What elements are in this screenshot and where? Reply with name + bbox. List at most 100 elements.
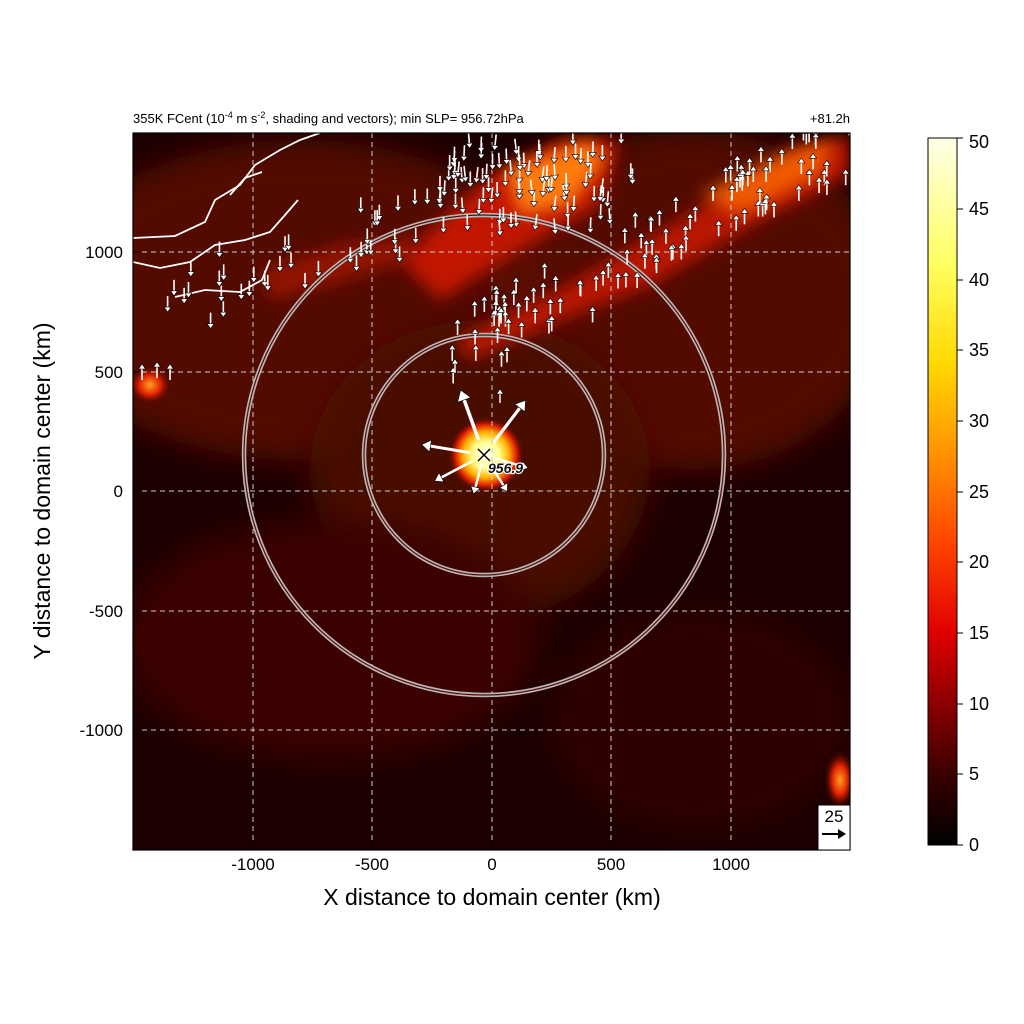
wind-vector-head (788, 133, 797, 139)
wind-vector-head (620, 226, 629, 233)
wind-vector-head (363, 239, 372, 245)
wind-vector-head (605, 218, 614, 225)
wind-vector-head (733, 154, 742, 161)
wind-vector-head (366, 249, 375, 256)
wind-vector-head (184, 292, 193, 299)
wind-vector-head (661, 227, 671, 234)
wind-vector-head (470, 300, 479, 306)
wind-vector-head (498, 482, 508, 492)
wind-vector-head (769, 200, 779, 207)
wind-vector (452, 150, 456, 163)
wind-vector-head (599, 269, 608, 275)
wind-vector-head (391, 248, 400, 255)
wind-vector-head (506, 170, 516, 177)
wind-vector (538, 143, 541, 155)
y-tick-label: 1000 (85, 243, 123, 262)
wind-vector-head (681, 234, 691, 241)
wind-vector-head (346, 257, 355, 264)
wind-vector-head (550, 157, 559, 164)
wind-vector-head (451, 203, 460, 210)
wind-vector-head (586, 227, 595, 234)
wind-vector-head (390, 239, 399, 246)
wind-vector-head (357, 252, 366, 259)
min-slp-label: 956.9 (488, 460, 523, 476)
wind-vector-head (514, 399, 526, 413)
wind-vector-head (180, 298, 189, 305)
wind-vector-head (648, 238, 657, 244)
wind-vector (492, 407, 522, 444)
wind-vector-head (471, 344, 480, 351)
wind-vector-head (560, 195, 569, 202)
wind-vector-head (589, 196, 599, 203)
wind-vector-head (540, 262, 549, 268)
wind-vector-head (598, 155, 607, 162)
wind-vector-head (732, 214, 741, 221)
wind-vector-head (445, 165, 454, 172)
chart-title: 355K FCent (10-4 m s-2, shading and vect… (133, 110, 525, 126)
wind-vector (606, 191, 610, 203)
y-tick-label: -500 (89, 602, 123, 621)
wind-vector-head (245, 291, 254, 298)
wind-vector-head (411, 238, 420, 245)
colorbar-label: 45 (969, 199, 989, 219)
wind-vector-head (217, 296, 226, 303)
wind-vector (440, 459, 474, 479)
wind-vector (514, 211, 517, 223)
wind-vector-head (500, 293, 509, 299)
wind-vector-head (512, 276, 521, 283)
wind-vector-head (435, 198, 444, 205)
wind-vector-head (477, 153, 486, 160)
wind-vector-head (833, 104, 840, 109)
storm-center-marker (477, 448, 491, 462)
wind-vector-head (581, 182, 590, 189)
wind-vector-head (410, 199, 419, 206)
wind-vector-head (531, 224, 540, 231)
wind-vector-head (466, 182, 475, 188)
wind-vector (608, 208, 611, 220)
wind-vector (494, 134, 497, 146)
wind-vector-head (436, 203, 445, 210)
wind-vector-head (569, 206, 578, 213)
wind-vector (599, 185, 603, 197)
wind-vector-head (640, 252, 649, 259)
vector-field (137, 104, 850, 495)
wind-vector (443, 180, 446, 192)
wind-vector-head (524, 170, 533, 177)
wind-vector-head (249, 277, 258, 284)
wind-vector-head (732, 175, 741, 182)
wind-vector-head (794, 184, 803, 191)
wind-vector-head (219, 275, 228, 281)
wind-vector (478, 198, 481, 210)
wind-vector-head (163, 306, 172, 313)
wind-vector (553, 195, 557, 207)
wind-vector (584, 171, 588, 183)
wind-vector-head (626, 173, 635, 180)
wind-vector-head (811, 133, 820, 139)
wind-vector-head (459, 155, 469, 162)
wind-vector-head (472, 177, 481, 184)
wind-vector-head (165, 363, 175, 370)
wind-vector-head (576, 158, 585, 165)
wind-vector-head (495, 388, 505, 395)
wind-vector-head (596, 195, 605, 203)
wind-vector-head (814, 176, 824, 183)
wind-vector (601, 178, 604, 190)
wind-vector-head (137, 363, 147, 370)
wind-vector-head (515, 188, 524, 196)
grid (133, 133, 850, 850)
wind-vector (467, 133, 471, 144)
wind-vector-head (841, 168, 850, 175)
wind-vector-head (777, 148, 786, 154)
wind-vector-head (465, 142, 474, 149)
wind-vector-head (237, 294, 246, 301)
wind-vector (553, 218, 556, 230)
wind-vector-head (749, 165, 758, 172)
wind-vector-head (490, 144, 500, 151)
wind-vector-head (504, 317, 513, 324)
wind-vector-head (588, 152, 597, 158)
wind-vector-head (471, 328, 480, 334)
wind-vector-head (756, 145, 766, 152)
wind-vector-head (450, 358, 460, 365)
wind-vector-head (488, 164, 497, 171)
wind-vector-head (152, 361, 162, 368)
